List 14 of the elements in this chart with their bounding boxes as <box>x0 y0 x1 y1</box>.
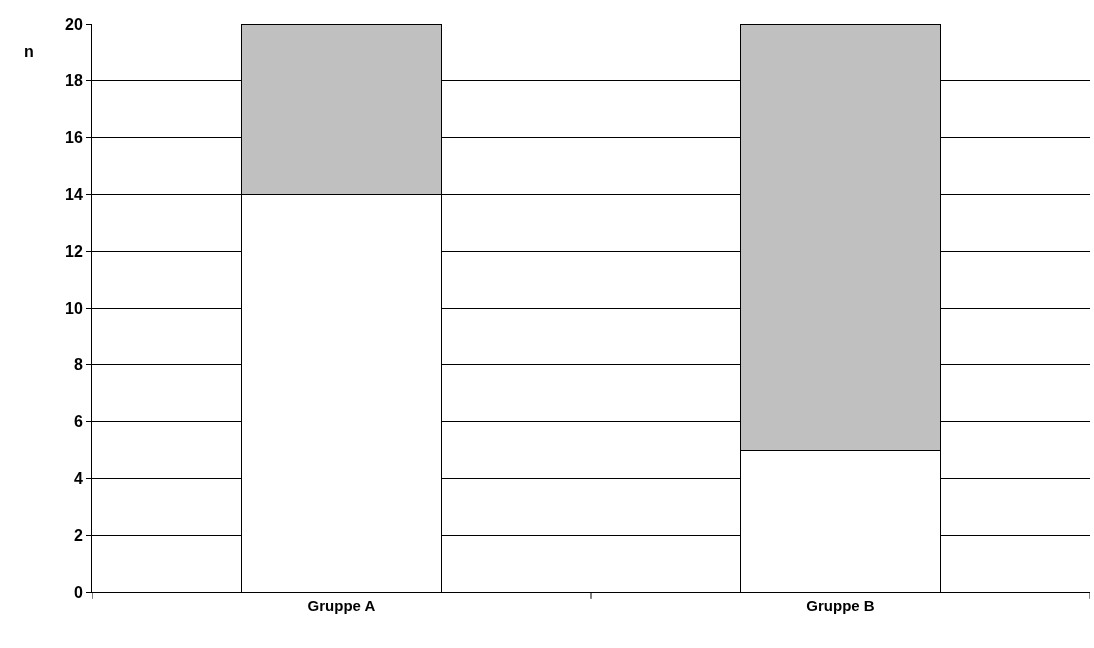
y-tick-label: 2 <box>73 526 83 544</box>
y-tick-label: 18 <box>65 72 83 90</box>
y-tick-label: 20 <box>65 15 83 33</box>
y-tick-label: 8 <box>73 356 83 374</box>
y-tick-label: 16 <box>65 129 83 147</box>
y-tick-label: 10 <box>65 299 83 317</box>
x-tick-label: Gruppe A <box>307 597 376 614</box>
y-tick-label: 14 <box>65 186 83 203</box>
y-tick-label: 0 <box>73 583 83 601</box>
x-tick-label: Gruppe B <box>806 597 875 614</box>
y-tick-label: 6 <box>73 413 83 431</box>
y-tick-label: 4 <box>73 470 83 487</box>
y-axis-title: n <box>24 43 34 60</box>
y-tick-label: 12 <box>65 242 83 260</box>
